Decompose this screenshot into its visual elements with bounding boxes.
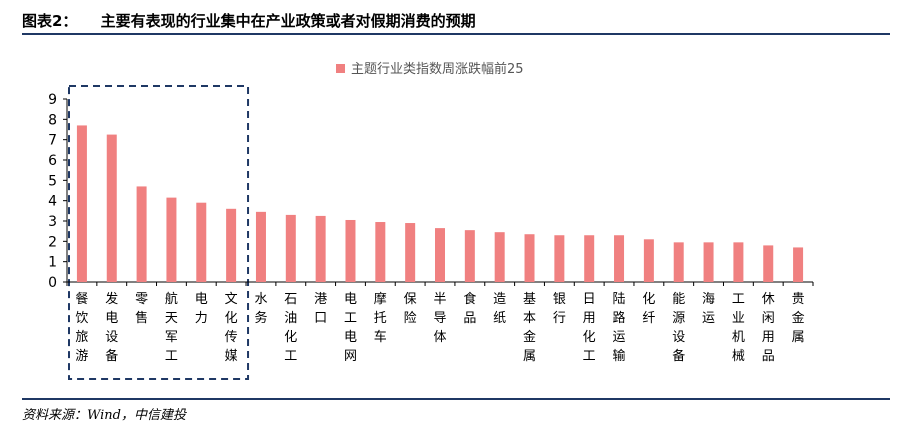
y-tick-label: 5	[48, 173, 57, 189]
bar	[763, 245, 774, 282]
bar	[494, 232, 505, 282]
bar	[554, 235, 565, 282]
bar	[196, 202, 207, 282]
bar	[643, 239, 654, 282]
y-tick-label: 9	[48, 92, 57, 108]
x-tick-label: 工业机械	[731, 292, 745, 364]
x-tick-label: 摩托车	[373, 292, 387, 345]
x-tick-label: 能源设备	[672, 292, 686, 364]
bar	[673, 242, 684, 282]
x-tick-label: 造纸	[493, 292, 507, 326]
x-tick-label: 贵金属	[791, 292, 805, 345]
y-tick-label: 1	[48, 255, 57, 271]
x-tick-label: 休闲用品	[761, 292, 775, 364]
bar	[226, 208, 237, 282]
y-tick-label: 0	[48, 275, 57, 291]
x-tick-label: 日用化工	[582, 292, 596, 364]
x-tick-label: 基本金属	[523, 292, 537, 364]
bar	[703, 242, 714, 282]
x-tick-label: 水务	[254, 292, 268, 326]
header-rule	[22, 33, 890, 35]
bar	[435, 228, 445, 282]
figure-header: 图表2： 主要有表现的行业集中在产业政策或者对假期消费的预期	[22, 8, 890, 34]
x-tick-label: 港口	[314, 292, 328, 326]
y-tick-label: 8	[48, 112, 57, 128]
chart-legend: 主题行业类指数周涨跌幅前25	[336, 62, 524, 78]
highlight-box	[68, 85, 250, 380]
bar	[584, 235, 595, 282]
bar	[285, 214, 296, 282]
bar	[793, 247, 804, 282]
x-tick-label: 陆路运输	[612, 292, 626, 364]
bar	[614, 235, 625, 282]
figure-number: 图表2：	[22, 12, 78, 30]
bar	[255, 211, 266, 282]
bar	[166, 197, 177, 282]
y-tick-label: 3	[48, 214, 57, 230]
x-tick-label: 文化传媒	[224, 292, 238, 364]
x-tick-label: 海运	[702, 292, 716, 326]
bar	[76, 125, 87, 282]
x-tick-label: 化纤	[642, 292, 656, 326]
bar	[524, 234, 535, 282]
x-tick-label: 食品	[463, 292, 477, 326]
bar	[733, 242, 744, 282]
bar	[375, 222, 386, 282]
x-tick-label: 航天军工	[164, 292, 178, 364]
x-tick-label: 保险	[403, 292, 417, 326]
x-tick-label: 银行	[552, 292, 566, 326]
y-tick-label: 7	[48, 133, 57, 149]
source-note: 资料来源：Wind，中信建投	[22, 408, 186, 423]
legend-swatch	[336, 64, 345, 73]
y-tick-label: 6	[48, 153, 57, 169]
bar	[464, 230, 475, 282]
x-tick-label: 餐饮旅游	[75, 292, 89, 364]
bar	[136, 186, 147, 282]
footer-rule	[22, 398, 890, 400]
x-tick-label: 电力	[194, 292, 208, 326]
bar	[106, 134, 117, 282]
x-tick-label: 半导体	[433, 292, 447, 345]
x-tick-label: 零售	[135, 292, 149, 326]
bar	[405, 223, 416, 282]
y-tick-label: 2	[48, 234, 57, 250]
x-tick-label: 电工电网	[343, 292, 357, 364]
x-tick-label: 石油化工	[284, 292, 298, 364]
legend-label: 主题行业类指数周涨跌幅前25	[351, 62, 524, 77]
x-tick-label: 发电设备	[105, 292, 119, 364]
figure-title: 主要有表现的行业集中在产业政策或者对假期消费的预期	[100, 12, 476, 30]
y-tick-label: 4	[48, 194, 57, 210]
bar	[315, 215, 326, 282]
bar	[345, 219, 356, 282]
